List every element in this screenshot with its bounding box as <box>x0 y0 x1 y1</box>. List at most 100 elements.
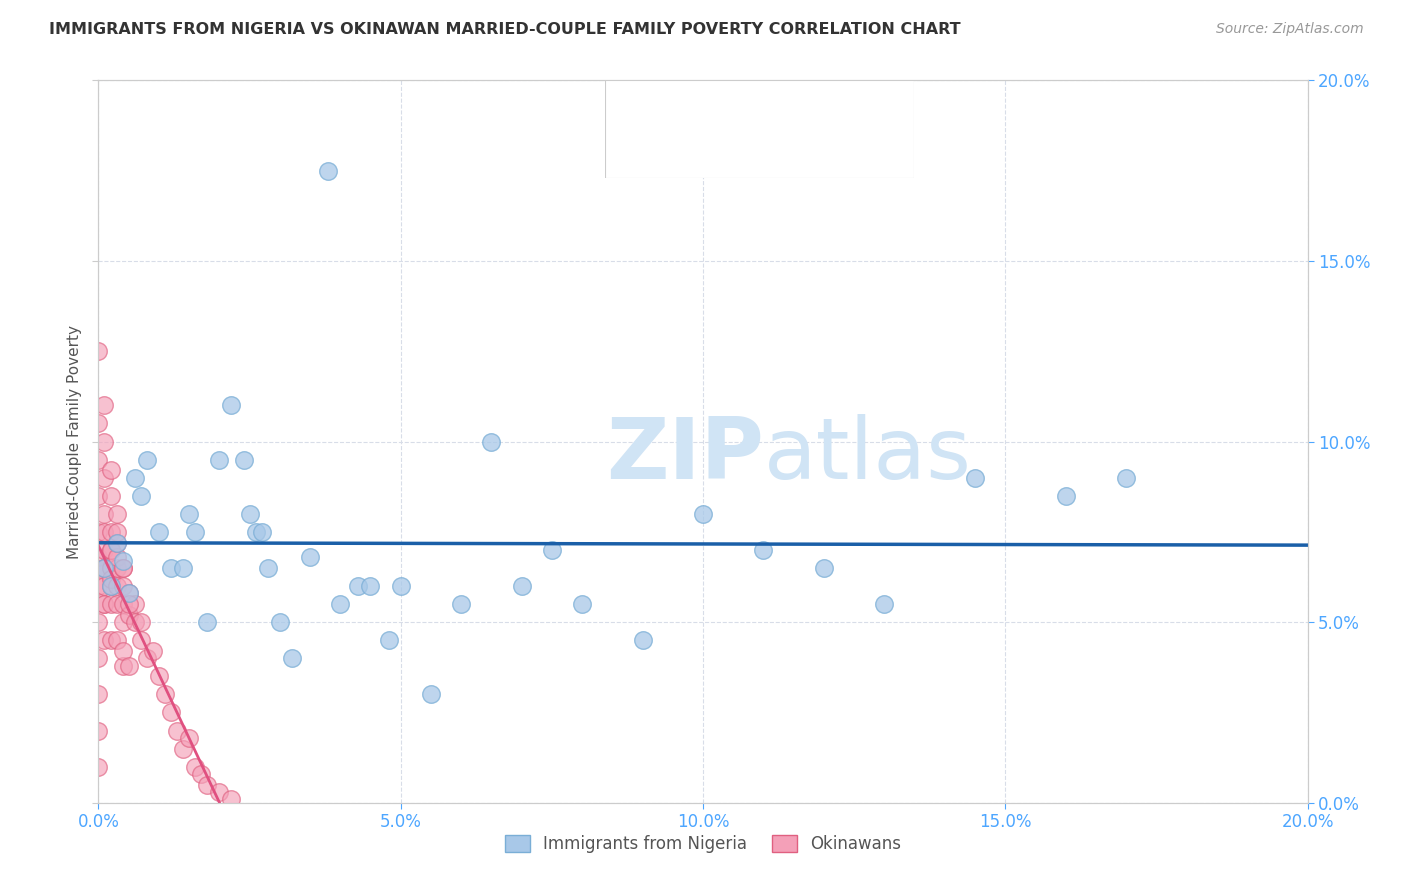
Point <box>105 535 128 549</box>
Point <box>93 507 115 521</box>
Point <box>87 760 110 774</box>
Point <box>93 579 115 593</box>
Point <box>299 550 322 565</box>
Point <box>124 597 146 611</box>
Point <box>87 344 110 359</box>
Point <box>111 644 134 658</box>
Point <box>172 561 194 575</box>
Text: R =: R = <box>657 143 685 158</box>
Point <box>100 579 122 593</box>
Point <box>118 658 141 673</box>
Point <box>111 554 134 568</box>
Point <box>256 561 278 575</box>
FancyBboxPatch shape <box>605 80 914 178</box>
Point <box>93 471 115 485</box>
Point <box>111 561 134 575</box>
Point <box>105 579 128 593</box>
Point <box>87 452 110 467</box>
Point <box>135 452 157 467</box>
Point <box>100 579 122 593</box>
Point <box>87 651 110 665</box>
Point <box>100 561 122 575</box>
Point <box>129 615 152 630</box>
Point <box>250 524 273 539</box>
Point <box>87 489 110 503</box>
Point <box>692 507 714 521</box>
Text: N =: N = <box>785 143 813 158</box>
Point <box>232 452 254 467</box>
Text: IMMIGRANTS FROM NIGERIA VS OKINAWAN MARRIED-COUPLE FAMILY POVERTY CORRELATION CH: IMMIGRANTS FROM NIGERIA VS OKINAWAN MARR… <box>49 22 960 37</box>
Point <box>184 524 207 539</box>
Point <box>111 561 134 575</box>
Point <box>100 633 122 648</box>
Text: R =: R = <box>657 98 685 113</box>
Point <box>540 542 562 557</box>
Y-axis label: Married-Couple Family Poverty: Married-Couple Family Poverty <box>66 325 82 558</box>
Point <box>1115 471 1137 485</box>
Point <box>118 586 141 600</box>
Point <box>111 615 134 630</box>
Point <box>166 723 188 738</box>
Point <box>100 542 122 557</box>
Point <box>510 579 533 593</box>
Point <box>87 723 110 738</box>
Point <box>221 792 243 806</box>
Point <box>631 633 654 648</box>
Text: 70: 70 <box>827 143 849 158</box>
Point <box>87 687 110 701</box>
Point <box>100 489 122 503</box>
Point <box>93 434 115 449</box>
Legend: Immigrants from Nigeria, Okinawans: Immigrants from Nigeria, Okinawans <box>498 828 908 860</box>
Point <box>195 778 218 792</box>
Point <box>752 542 775 557</box>
Point <box>316 163 339 178</box>
Point <box>148 524 170 539</box>
Point <box>124 471 146 485</box>
Point <box>100 597 122 611</box>
Point <box>208 785 231 799</box>
Point <box>87 615 110 630</box>
Text: N =: N = <box>785 98 813 113</box>
Point <box>190 767 212 781</box>
Text: 44: 44 <box>827 98 849 113</box>
Point <box>105 507 128 521</box>
Point <box>389 579 412 593</box>
Point <box>93 597 115 611</box>
Text: -0.038: -0.038 <box>700 143 755 158</box>
Point <box>208 452 231 467</box>
Point <box>148 669 170 683</box>
Point <box>239 507 262 521</box>
Point <box>118 597 141 611</box>
Point <box>111 597 134 611</box>
Point <box>93 561 115 575</box>
Point <box>481 434 503 449</box>
Point <box>813 561 835 575</box>
Point <box>111 658 134 673</box>
Text: 0.225: 0.225 <box>700 98 749 113</box>
Point <box>118 607 141 622</box>
Text: ZIP: ZIP <box>606 415 763 498</box>
Point <box>93 542 115 557</box>
Point <box>153 687 176 701</box>
Text: Source: ZipAtlas.com: Source: ZipAtlas.com <box>1216 22 1364 37</box>
Point <box>87 550 110 565</box>
Point <box>172 741 194 756</box>
Point <box>245 524 267 539</box>
Point <box>420 687 443 701</box>
Point <box>100 572 122 586</box>
Bar <box>614 90 648 122</box>
Point <box>87 579 110 593</box>
Point <box>195 615 218 630</box>
Point <box>93 398 115 412</box>
Point <box>377 633 399 648</box>
Point <box>160 561 183 575</box>
Point <box>179 507 201 521</box>
Point <box>105 561 128 575</box>
Point <box>105 633 128 648</box>
Point <box>100 463 122 477</box>
Point <box>179 731 201 745</box>
Point <box>360 579 382 593</box>
Point <box>105 535 128 549</box>
Point <box>118 586 141 600</box>
Point <box>135 651 157 665</box>
